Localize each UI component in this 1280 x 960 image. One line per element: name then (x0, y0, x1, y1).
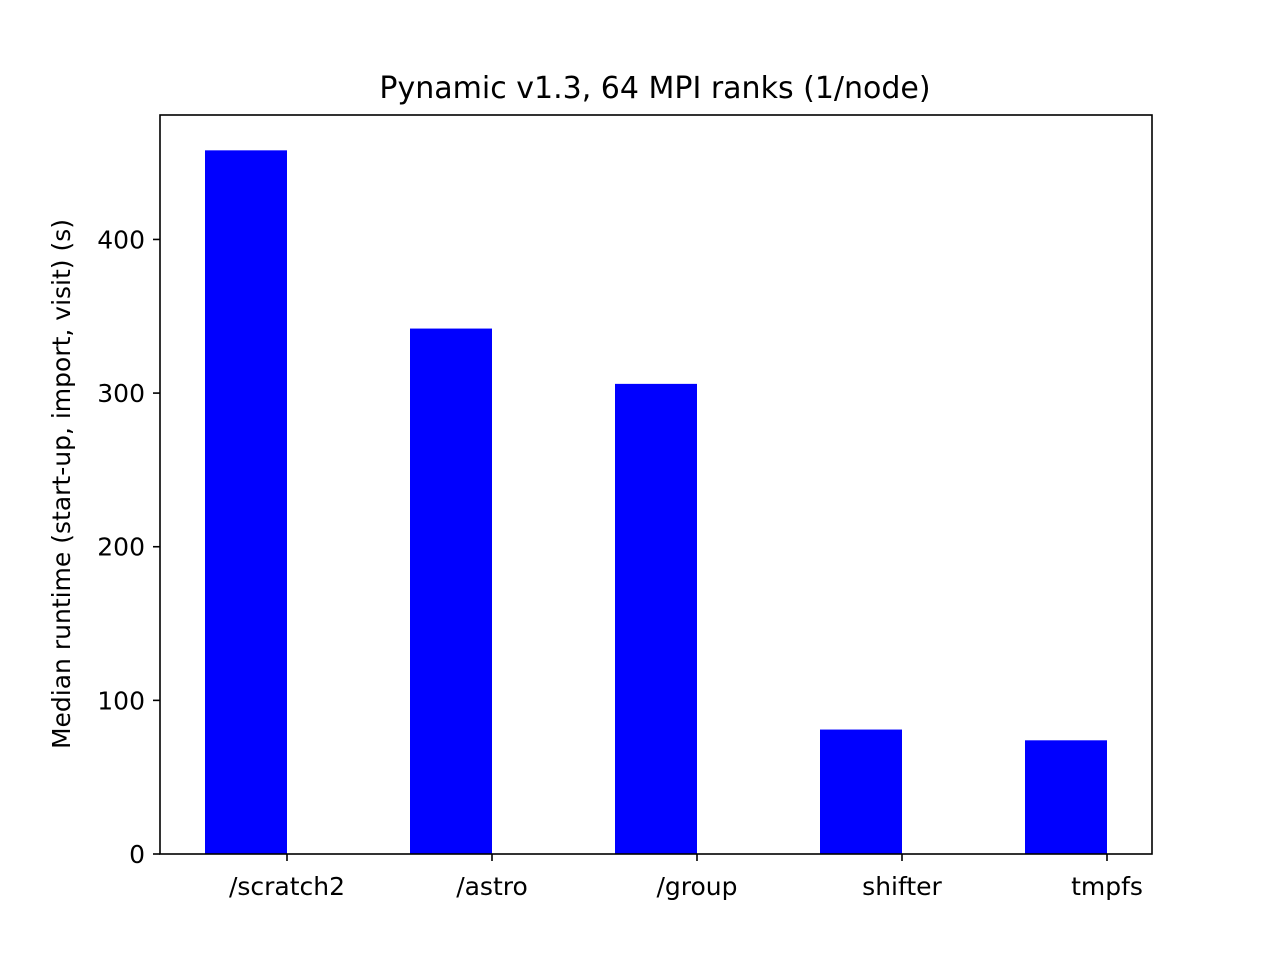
bar-tmpfs (1025, 740, 1107, 854)
y-tick-label: 400 (97, 225, 145, 254)
x-tick-label: /astro (456, 872, 528, 901)
x-tick-label: shifter (862, 872, 942, 901)
chart-title: Pynamic v1.3, 64 MPI ranks (1/node) (379, 71, 930, 106)
x-tick-label: /scratch2 (229, 872, 345, 901)
bar-astro (410, 328, 492, 855)
bar-shifter (820, 729, 902, 854)
x-tick-label: tmpfs (1071, 872, 1143, 901)
y-tick-label: 200 (97, 533, 145, 562)
x-axis-ticks: /scratch2/astro/group shifter tmpfs (229, 854, 1143, 901)
y-axis-label: Median runtime (start-up, import, visit)… (47, 219, 76, 749)
y-tick-label: 100 (97, 686, 145, 715)
bar-group (615, 383, 697, 854)
x-tick-label: /group (656, 872, 737, 901)
y-tick-label: 0 (129, 840, 145, 869)
y-tick-label: 300 (97, 379, 145, 408)
y-axis-ticks: 0 100 200 300 400 (97, 225, 160, 869)
plot-frame (159, 114, 1153, 855)
bar-scratch2 (205, 150, 287, 854)
bars-group (205, 150, 1107, 855)
